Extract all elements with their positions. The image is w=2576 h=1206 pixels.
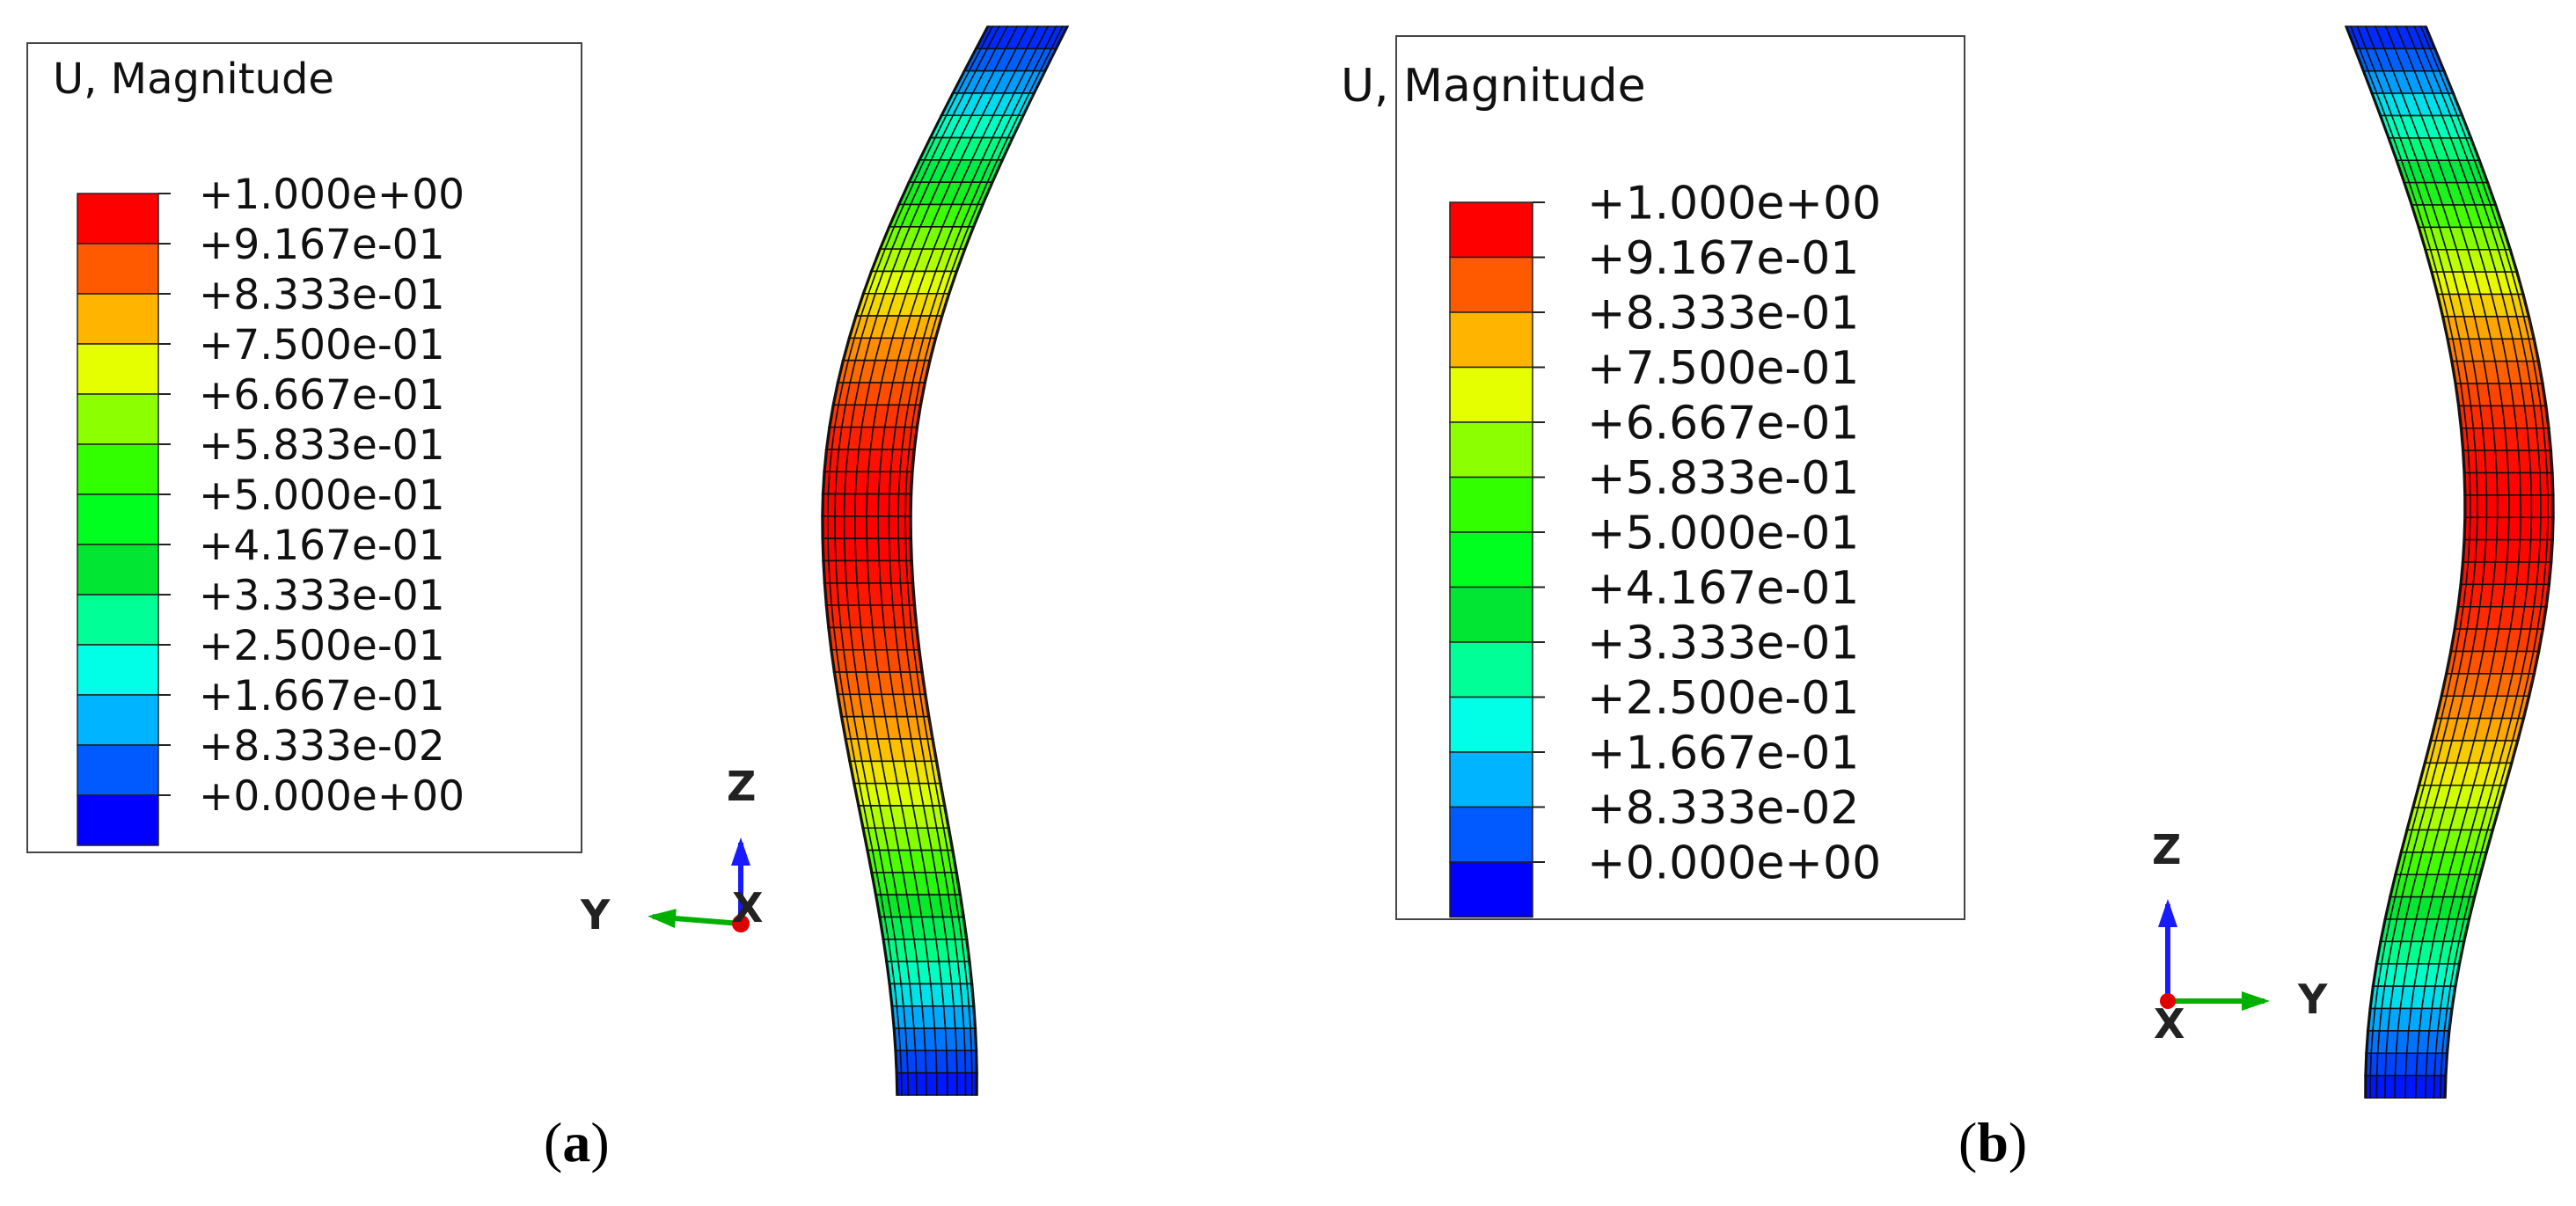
deformed-beam-plot xyxy=(2344,26,2555,1099)
legend-color-band xyxy=(1449,531,1533,588)
z-axis-arrow xyxy=(2158,899,2177,1001)
legend-tick-label: +8.333e-01 xyxy=(199,271,445,319)
legend-tick-label: +1.667e-01 xyxy=(1587,727,1859,780)
legend-color-band xyxy=(77,193,159,245)
x-axis-dot xyxy=(732,915,750,932)
legend-tick-label: +6.667e-01 xyxy=(1587,398,1859,450)
legend-tick-label: +2.500e-01 xyxy=(199,622,445,670)
legend-color-band xyxy=(1449,256,1533,313)
legend-tick-label: +8.333e-01 xyxy=(1587,288,1859,340)
legend-color-band xyxy=(1449,696,1533,753)
legend-scale: +1.000e+00+9.167e-01+8.333e-01+7.500e-01… xyxy=(1449,178,1881,918)
legend-tick-label: +3.333e-01 xyxy=(1587,618,1859,670)
figure-caption: (b) xyxy=(1958,1111,2028,1173)
legend-color-band xyxy=(1449,751,1533,808)
legend-color-band xyxy=(77,493,159,545)
legend-color-band xyxy=(77,694,159,746)
y-axis-arrow xyxy=(648,909,742,929)
legend-tick-label: +8.333e-02 xyxy=(199,722,445,771)
legend-title: U, Magnitude xyxy=(53,55,334,104)
panel-a: U, Magnitude +1.000e+00 +9.167e-01 +8.333e… xyxy=(26,26,1070,1173)
y-axis-label: Y xyxy=(580,891,611,939)
legend-tick-label: +4.167e-01 xyxy=(1587,562,1859,615)
y-axis-arrow xyxy=(2168,991,2270,1011)
legend-tick-label: +1.667e-01 xyxy=(199,672,445,720)
legend-color-band xyxy=(1449,421,1533,479)
axis-triad: Z Y X xyxy=(580,763,763,939)
legend-tick-label: +7.500e-01 xyxy=(1587,342,1859,395)
legend-color-band xyxy=(77,544,159,596)
legend-color-band xyxy=(1449,476,1533,533)
legend-tick-label: +0.000e+00 xyxy=(1587,837,1881,890)
legend-tick-label: +3.333e-01 xyxy=(199,572,445,620)
x-axis-label: X xyxy=(732,884,763,932)
legend-tick-label: +9.167e-01 xyxy=(199,221,445,269)
legend-color-band xyxy=(77,794,159,846)
legend-tick-label: +1.000e+00 xyxy=(1587,178,1881,230)
legend-color-band xyxy=(77,443,159,495)
legend-tick-label: +4.167e-01 xyxy=(199,522,445,570)
legend-tick-label: +9.167e-01 xyxy=(1587,232,1859,285)
legend-scale: +1.000e+00+9.167e-01+8.333e-01+7.500e-01… xyxy=(77,171,465,846)
legend-color-band xyxy=(1449,861,1533,918)
legend-tick-label: +8.333e-02 xyxy=(1587,782,1859,835)
legend-tick-label: +5.833e-01 xyxy=(1587,452,1859,505)
mesh-element xyxy=(975,1071,978,1096)
z-axis-label: Z xyxy=(2152,826,2181,873)
legend-title: U, Magnitude xyxy=(1341,60,1646,113)
mesh-element xyxy=(2443,1074,2448,1099)
legend-color-band xyxy=(77,243,159,295)
deformed-beam-plot xyxy=(821,26,1070,1096)
legend-tick-label: +5.000e-01 xyxy=(1587,508,1859,560)
x-axis-dot xyxy=(2160,993,2176,1009)
legend-color-band xyxy=(1449,586,1533,643)
x-axis-label: X xyxy=(2154,1000,2184,1048)
panel-b: U, Magnitude +1.000e+00 +9.167e-01 +8.333e… xyxy=(1288,0,2576,1206)
y-axis-label: Y xyxy=(2297,976,2328,1023)
z-axis-label: Z xyxy=(727,763,756,810)
legend-tick-label: +6.667e-01 xyxy=(199,371,445,420)
legend-tick-label: +7.500e-01 xyxy=(199,321,445,369)
legend-tick-label: +2.500e-01 xyxy=(1587,672,1859,725)
legend-color-band xyxy=(77,594,159,646)
legend-tick-label: +5.000e-01 xyxy=(199,471,445,520)
axis-triad: Z Y X xyxy=(2152,826,2328,1048)
z-axis-arrow xyxy=(731,837,750,924)
figure-caption: (a) xyxy=(544,1111,610,1173)
legend-color-band xyxy=(1449,806,1533,863)
legend-color-band xyxy=(77,744,159,796)
legend-tick-label: +5.833e-01 xyxy=(199,421,445,470)
legend-tick-label: +0.000e+00 xyxy=(199,772,465,821)
legend-color-band xyxy=(1449,366,1533,423)
legend-tick-label: +1.000e+00 xyxy=(199,171,465,219)
